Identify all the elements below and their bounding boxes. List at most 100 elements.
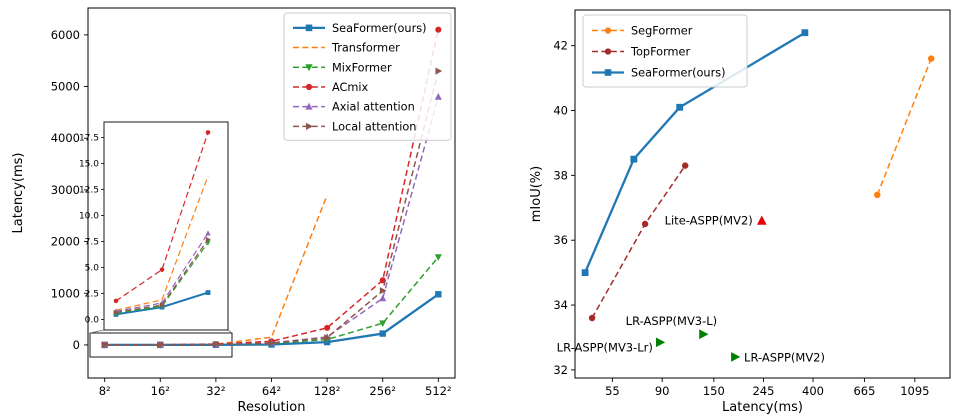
- marker-circle: [641, 220, 649, 228]
- x-tick-label: 665: [853, 384, 875, 398]
- legend-frame: [283, 12, 452, 141]
- inset-tick-label: 7.5: [85, 238, 99, 248]
- marker-triangle-right: [113, 309, 119, 315]
- legend-label-seaformer-ours: SeaFormer(ours): [631, 67, 726, 80]
- inset-series-transformer: [115, 175, 209, 311]
- marker-square: [205, 290, 211, 295]
- marker-circle: [305, 83, 313, 91]
- x-tick-label: 1095: [900, 384, 929, 398]
- inset-frame: [103, 121, 229, 331]
- left-plot-frame: [87, 7, 456, 379]
- y-tick-label: 4000: [51, 131, 80, 145]
- y-tick-label: 6000: [51, 28, 80, 42]
- inset-series-mixformer: [115, 242, 209, 314]
- marker-circle: [205, 130, 211, 135]
- x-tick-label: 245: [752, 384, 774, 398]
- zoom-connector: [227, 329, 233, 334]
- inset-tick-label: 5.0: [85, 264, 100, 274]
- x-tick-label: 128²: [314, 384, 341, 398]
- y-tick-label: 42: [553, 39, 568, 53]
- annotation-lr-aspp-mv3-lr: LR-ASPP(MV3-Lr): [557, 340, 653, 354]
- marker-triangle-right: [731, 352, 741, 362]
- legend-label-seaformer-ours: SeaFormer(ours): [332, 22, 427, 35]
- marker-square: [604, 69, 612, 76]
- x-tick-label: 90: [655, 384, 670, 398]
- marker-triangle-right: [159, 302, 165, 308]
- marker-triangle-right: [306, 122, 313, 130]
- inset-series-acmix: [115, 132, 209, 302]
- marker-square: [676, 103, 684, 111]
- marker-triangle-down: [434, 254, 442, 261]
- right-xlabel: Latency(ms): [722, 400, 803, 415]
- marker-triangle-right: [655, 337, 666, 348]
- zoom-connector: [89, 329, 105, 334]
- y-tick-label: 1000: [51, 286, 80, 300]
- legend: SeaFormer(ours) Transformer MixFormer ACmix…: [283, 12, 452, 141]
- marker-square: [801, 29, 809, 37]
- y-tick-label: 34: [553, 298, 568, 312]
- marker-triangle-up: [756, 215, 767, 225]
- x-tick-label: 55: [605, 384, 620, 398]
- series-topformer: [591, 165, 686, 319]
- marker-triangle-right: [268, 339, 276, 347]
- marker-square: [581, 269, 589, 277]
- x-tick-label: 256²: [369, 384, 396, 398]
- series-transformer: [104, 194, 328, 346]
- left-axes: 0 1000 2000 3000 4000 5000 6000 8² 16² 32² 64² 128²…: [11, 28, 452, 415]
- marker-circle: [435, 26, 442, 33]
- inset-bg: [104, 122, 228, 330]
- legend-label-axial-attention: Axial attention: [332, 101, 415, 114]
- marker-triangle-right: [205, 236, 211, 243]
- right-ylabel: mIoU(%): [529, 166, 544, 222]
- inset-tick-label: 15.0: [79, 160, 99, 170]
- marker-triangle-right: [379, 287, 387, 295]
- marker-circle: [113, 298, 119, 304]
- marker-triangle-right: [435, 67, 443, 75]
- series-segformer: [876, 58, 932, 196]
- marker-circle: [588, 314, 596, 322]
- marker-triangle-up: [379, 294, 387, 302]
- y-tick-label: 0: [73, 338, 80, 352]
- x-tick-label: 32²: [206, 384, 225, 398]
- inset-chart: 0.0 2.5 5.0 7.5 10.0 12.5 15.0 17.5: [79, 121, 229, 331]
- y-tick-label: 38: [553, 168, 568, 182]
- inset-tick-label: 10.0: [79, 212, 99, 222]
- legend-frame: [582, 14, 748, 88]
- marker-triangle-down: [305, 64, 313, 72]
- x-tick-label: 150: [703, 384, 725, 398]
- left-xlabel: Resolution: [238, 400, 306, 415]
- marker-circle: [927, 55, 935, 62]
- marker-circle: [604, 48, 612, 55]
- y-tick-label: 5000: [51, 80, 80, 94]
- left-ylabel: Latency(ms): [11, 153, 26, 234]
- inset-tick-label: 2.5: [85, 290, 99, 300]
- annotation-lr-aspp-mv3-l: LR-ASPP(MV3-L): [626, 314, 718, 328]
- legend-label-transformer: Transformer: [331, 42, 400, 55]
- marker-triangle-up: [205, 230, 211, 236]
- marker-square: [379, 330, 386, 337]
- marker-triangle-right: [324, 334, 331, 342]
- marker-circle: [159, 267, 165, 272]
- legend-label-acmix: ACmix: [332, 81, 369, 94]
- annotation-lr-aspp-mv2: LR-ASPP(MV2): [744, 350, 825, 364]
- inset-tick-label: 12.5: [79, 186, 99, 196]
- y-tick-label: 40: [553, 104, 568, 118]
- latency-vs-resolution-chart: 0 1000 2000 3000 4000 5000 6000 8² 16² 32² 64² 128²…: [11, 7, 456, 415]
- marker-triangle-up: [434, 93, 442, 100]
- right-plot-frame: [574, 9, 951, 379]
- legend-label-mixformer: MixFormer: [332, 61, 392, 74]
- annotation-lite-aspp-mv2: Lite-ASPP(MV2): [665, 214, 753, 228]
- marker-circle: [681, 162, 689, 169]
- miou-vs-latency-chart: 32 34 36 38 40 42 55 90 150 245 400 665 1095 Latency(…: [529, 9, 951, 415]
- inset-tick-label: 0.0: [85, 316, 100, 326]
- marker-square: [630, 155, 638, 163]
- x-tick-label: 400: [802, 384, 824, 398]
- marker-triangle-right: [101, 341, 109, 349]
- x-tick-label: 16²: [151, 384, 170, 398]
- y-tick-label: 2000: [51, 235, 80, 249]
- y-tick-label: 32: [553, 363, 568, 377]
- marker-triangle-down: [379, 320, 387, 328]
- marker-triangle-right: [157, 341, 165, 349]
- x-tick-label: 8²: [99, 384, 111, 398]
